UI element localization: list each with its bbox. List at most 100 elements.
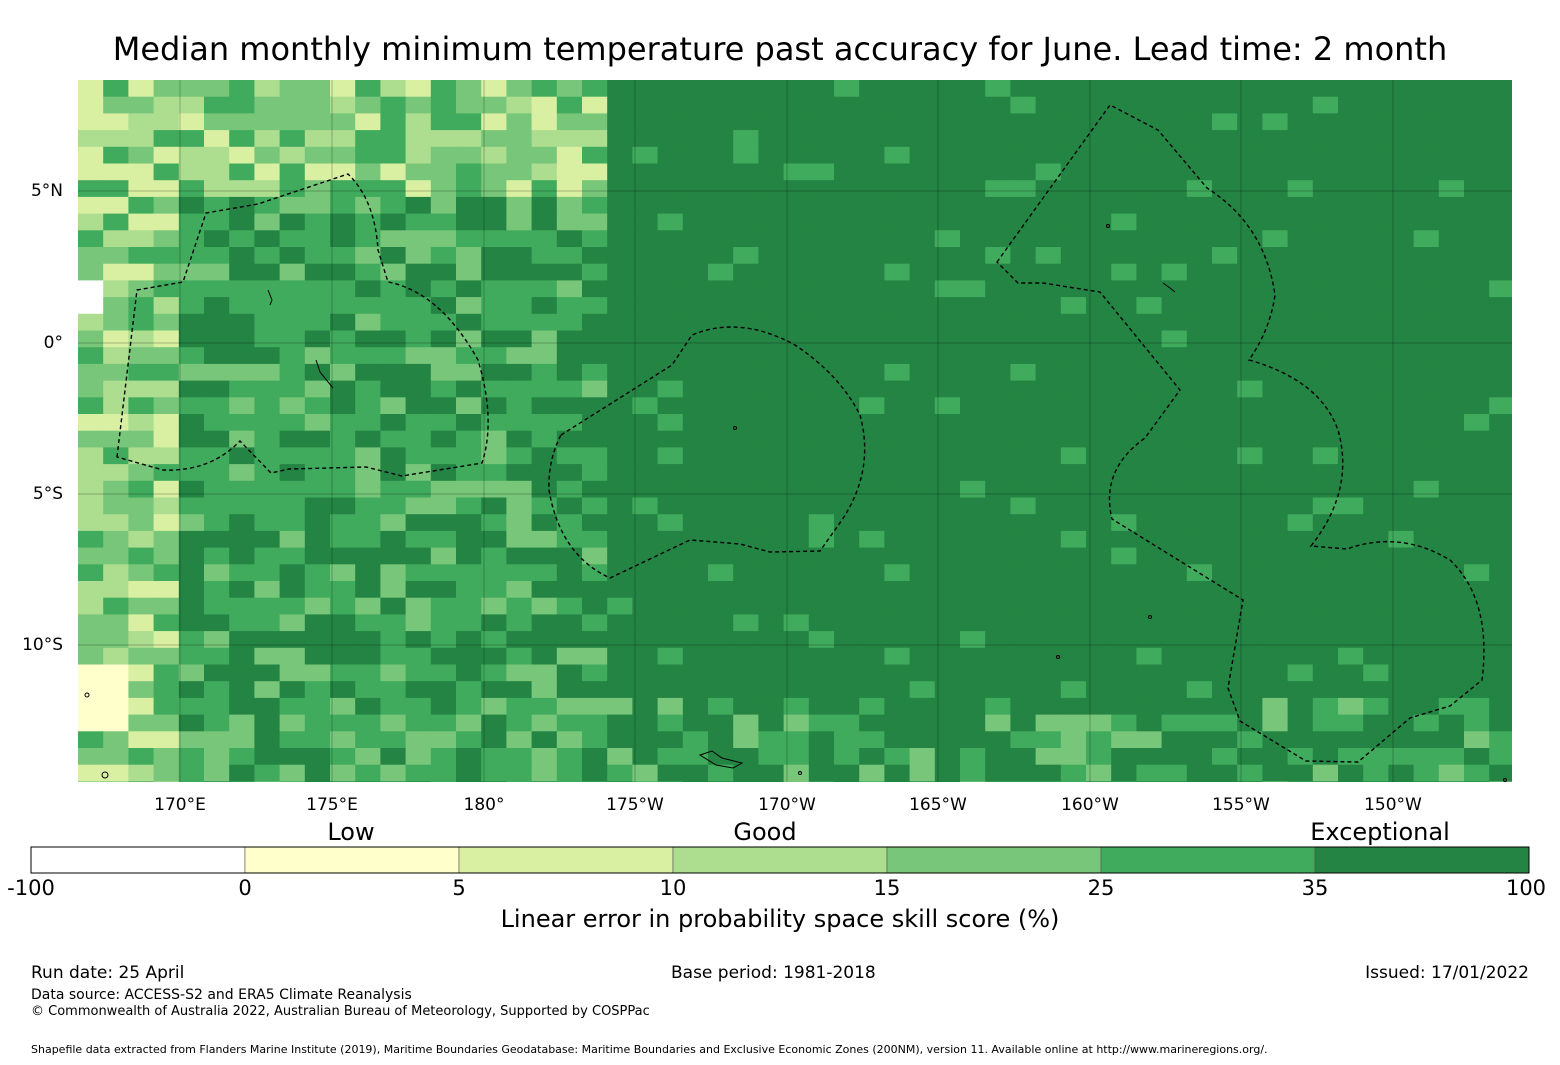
skill-cell bbox=[708, 80, 734, 98]
skill-cell bbox=[682, 664, 709, 682]
skill-cell bbox=[934, 530, 961, 549]
skill-cell bbox=[330, 530, 356, 549]
skill-cell bbox=[1464, 263, 1490, 281]
skill-cell bbox=[153, 497, 180, 515]
skill-cell bbox=[1464, 664, 1490, 682]
skill-cell bbox=[254, 480, 281, 498]
skill-cell bbox=[1060, 781, 1087, 782]
skill-cell bbox=[330, 180, 356, 198]
skill-cell bbox=[1489, 213, 1512, 231]
skill-cell bbox=[481, 547, 507, 565]
skill-cell bbox=[1338, 697, 1364, 716]
skill-cell bbox=[1489, 681, 1512, 699]
skill-cell bbox=[657, 731, 684, 749]
skill-cell bbox=[1237, 247, 1263, 265]
skill-cell bbox=[1237, 130, 1263, 148]
skill-cell bbox=[1161, 130, 1188, 148]
skill-cell bbox=[1438, 280, 1465, 298]
skill-cell bbox=[1212, 213, 1238, 231]
skill-cell bbox=[1438, 347, 1465, 365]
skill-cell bbox=[909, 80, 936, 98]
skill-cell bbox=[960, 764, 986, 782]
skill-cell bbox=[1413, 781, 1440, 782]
skill-cell bbox=[481, 213, 507, 231]
skill-cell bbox=[909, 263, 936, 281]
skill-cell bbox=[229, 447, 255, 465]
skill-cell bbox=[1035, 430, 1062, 448]
skill-cell bbox=[153, 247, 180, 265]
skill-cell bbox=[1262, 781, 1289, 782]
skill-cell bbox=[1161, 530, 1188, 549]
skill-cell bbox=[1212, 714, 1238, 732]
skill-cell bbox=[1287, 363, 1314, 382]
skill-cell bbox=[279, 180, 306, 198]
skill-cell bbox=[909, 781, 936, 782]
skill-cell bbox=[128, 647, 155, 665]
skill-cell bbox=[531, 764, 558, 782]
lon-label-175w: 175°W bbox=[606, 795, 664, 815]
skill-cell bbox=[178, 146, 205, 164]
skill-cell bbox=[1186, 96, 1213, 114]
skill-cell bbox=[304, 547, 331, 565]
skill-cell bbox=[405, 363, 432, 382]
skill-cell bbox=[859, 113, 885, 131]
skill-cell bbox=[733, 647, 759, 665]
skill-cell bbox=[178, 363, 205, 382]
skill-cell bbox=[1262, 430, 1289, 448]
skill-cell bbox=[556, 196, 583, 215]
skill-cell bbox=[1464, 297, 1490, 315]
skill-cell bbox=[1136, 363, 1163, 382]
skill-cell bbox=[304, 581, 331, 599]
skill-cell bbox=[531, 213, 558, 231]
skill-cell bbox=[808, 447, 835, 465]
skill-cell bbox=[481, 80, 507, 98]
skill-cell bbox=[808, 297, 835, 315]
skill-cell bbox=[254, 397, 281, 415]
skill-cell bbox=[1237, 514, 1263, 532]
skill-cell bbox=[178, 330, 205, 348]
skill-cell bbox=[304, 280, 331, 298]
skill-cell bbox=[531, 631, 558, 649]
colorbar-tick: 35 bbox=[1301, 876, 1329, 900]
skill-cell bbox=[1388, 347, 1415, 365]
skill-cell bbox=[1287, 196, 1314, 215]
skill-cell bbox=[960, 681, 986, 699]
skill-cell bbox=[355, 230, 381, 248]
skill-cell bbox=[506, 397, 533, 415]
skill-cell bbox=[304, 247, 331, 265]
skill-cell bbox=[330, 213, 356, 231]
skill-cell bbox=[909, 430, 936, 448]
skill-cell bbox=[506, 631, 533, 649]
skill-cell bbox=[531, 581, 558, 599]
skill-cell bbox=[632, 347, 659, 365]
skill-cell bbox=[1186, 781, 1213, 782]
skill-cell bbox=[405, 196, 432, 215]
skill-cell bbox=[481, 664, 507, 682]
skill-cell bbox=[1287, 464, 1314, 482]
skill-cell bbox=[1186, 547, 1213, 565]
skill-cell bbox=[153, 180, 180, 198]
skill-cell bbox=[531, 430, 558, 448]
skill-cell bbox=[985, 631, 1011, 649]
skill-cell bbox=[985, 363, 1011, 382]
skill-cell bbox=[1312, 597, 1339, 615]
skill-cell bbox=[859, 414, 885, 432]
skill-cell bbox=[506, 280, 533, 298]
skill-cell bbox=[380, 363, 407, 382]
skill-cell bbox=[758, 764, 785, 782]
skill-cell bbox=[1186, 297, 1213, 315]
skill-cell bbox=[1136, 180, 1163, 198]
skill-cell bbox=[556, 213, 583, 231]
skill-cell bbox=[204, 196, 230, 215]
skill-cell bbox=[582, 380, 608, 398]
skill-cell bbox=[178, 597, 205, 615]
skill-cell bbox=[430, 247, 457, 265]
skill-cell bbox=[1060, 297, 1087, 315]
skill-cell bbox=[985, 697, 1011, 716]
skill-cell bbox=[682, 397, 709, 415]
skill-cell bbox=[1060, 130, 1087, 148]
skill-cell bbox=[1237, 196, 1263, 215]
skill-cell bbox=[1338, 464, 1364, 482]
skill-cell bbox=[783, 196, 810, 215]
skill-cell bbox=[380, 213, 407, 231]
